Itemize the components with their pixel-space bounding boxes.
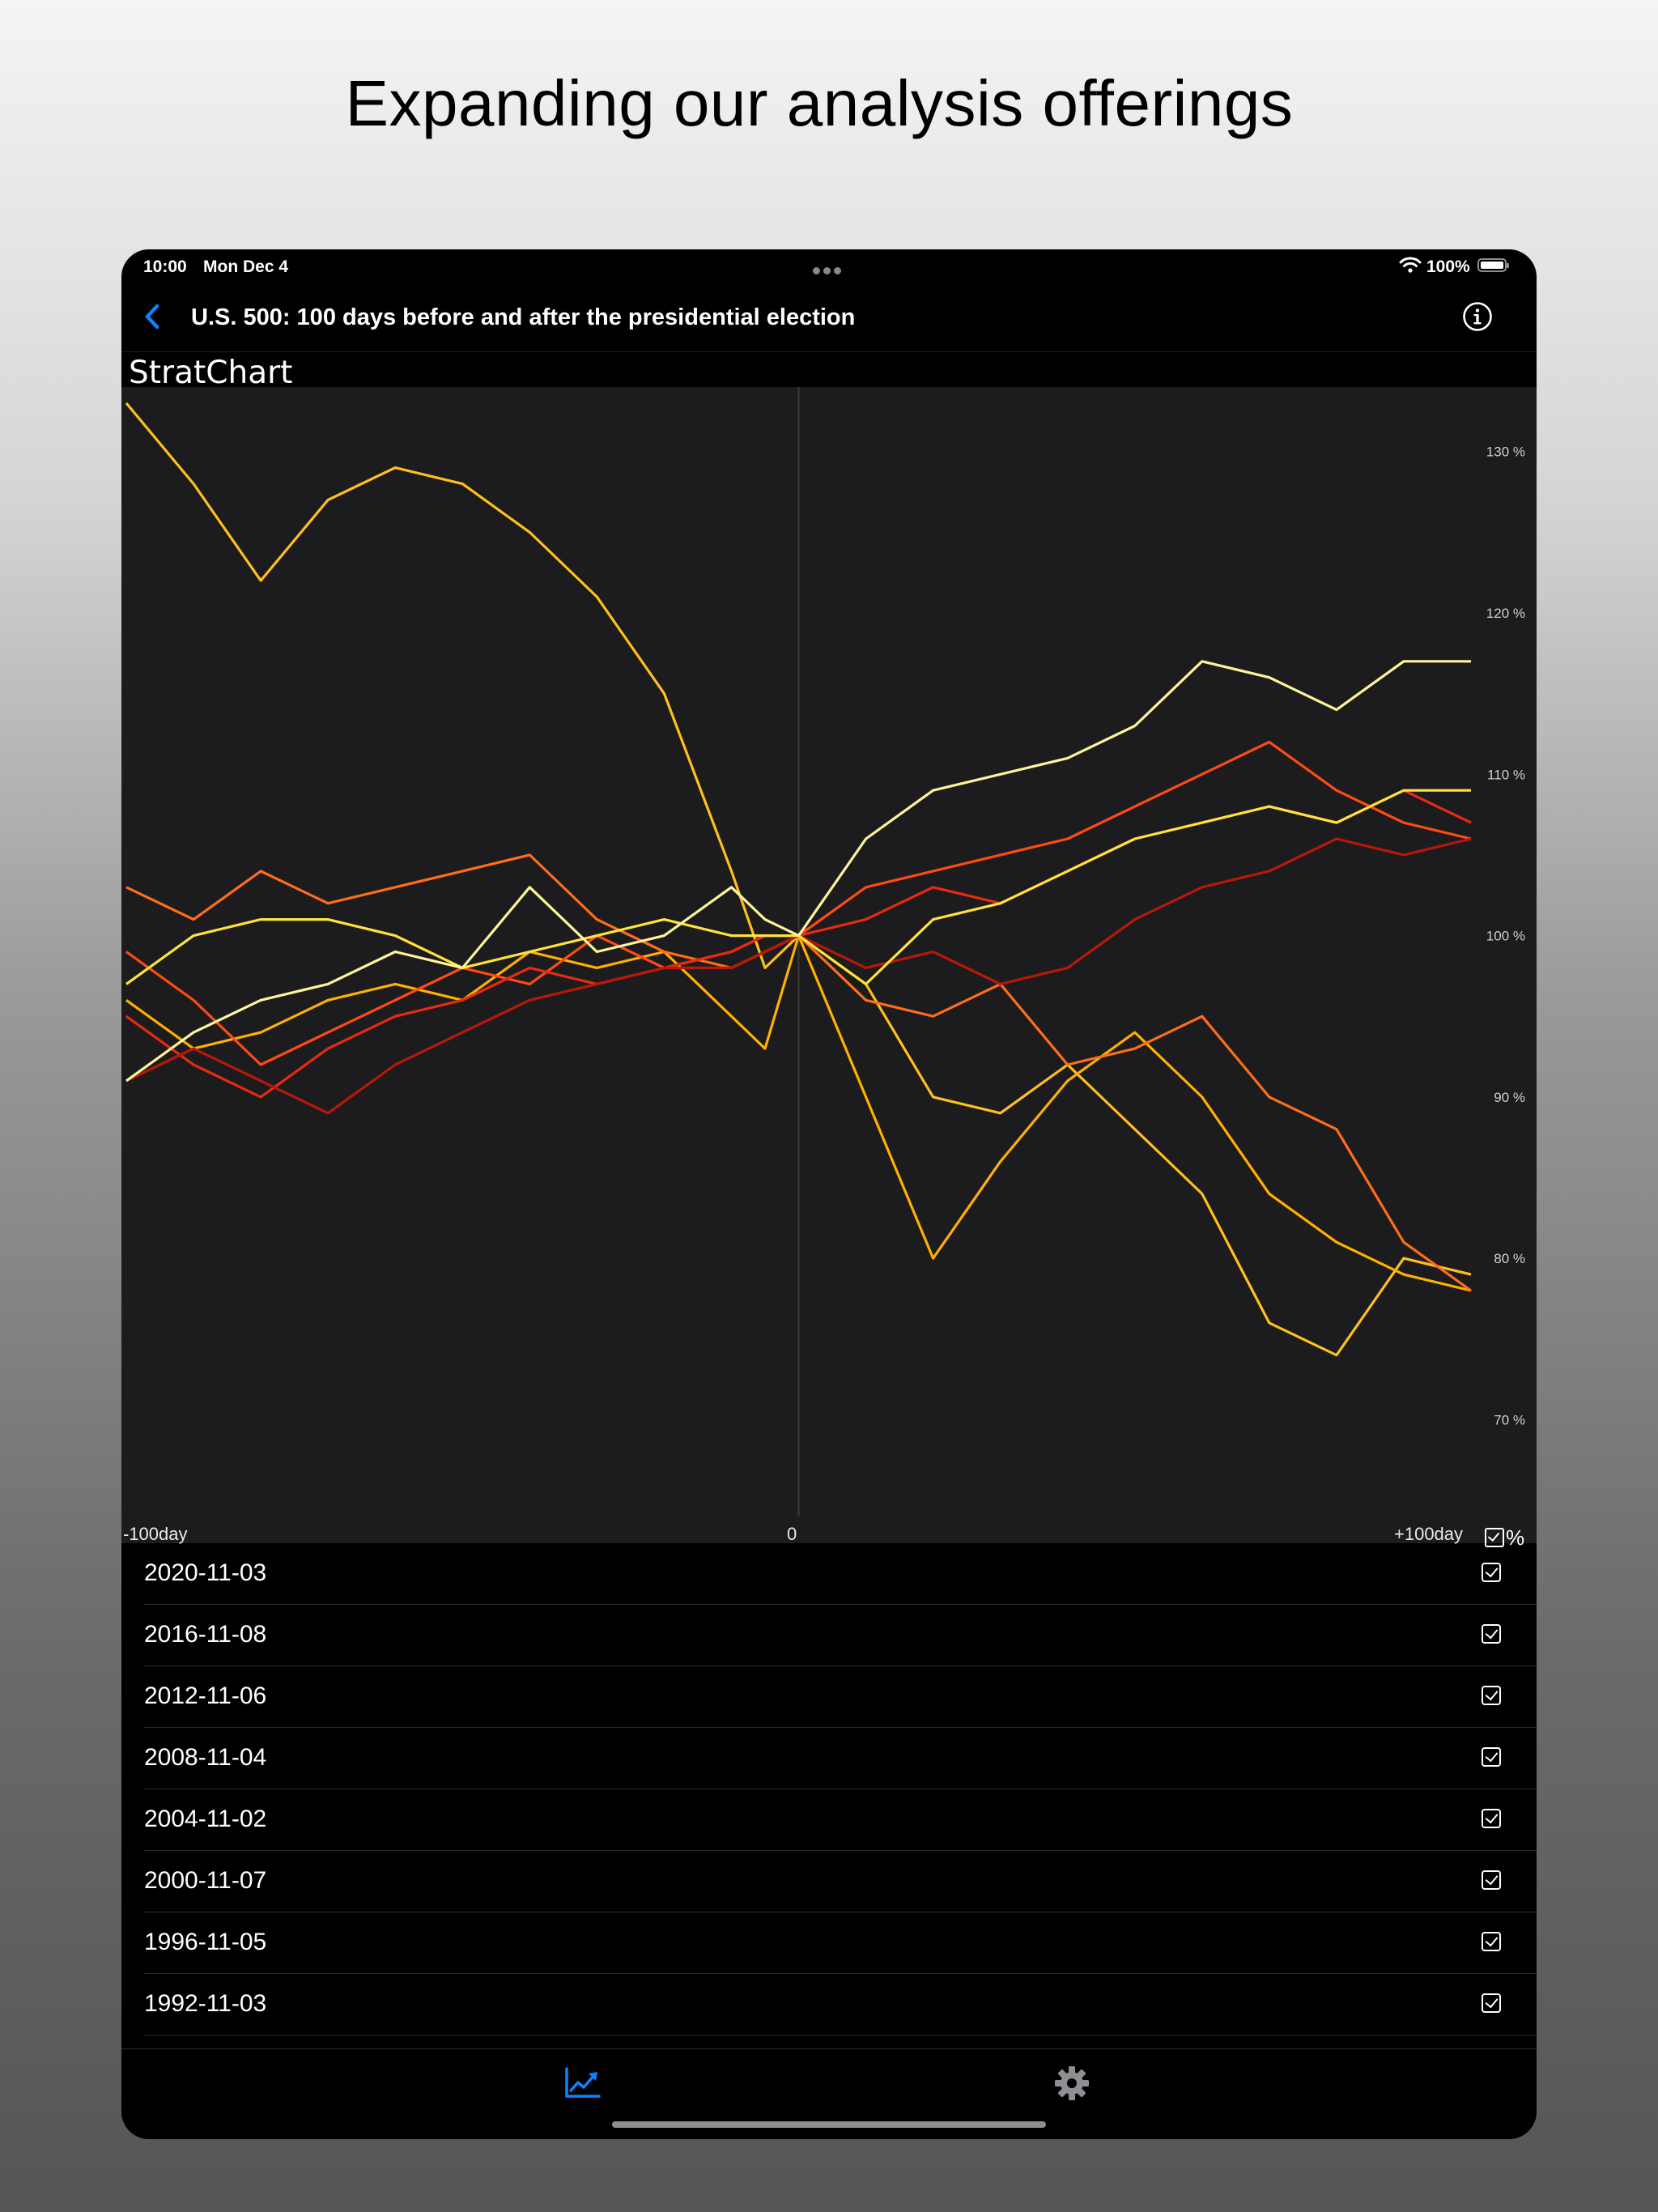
status-date: Mon Dec 4: [203, 257, 289, 276]
election-date: 2004-11-02: [144, 1806, 267, 1832]
list-item[interactable]: 1996-11-05: [144, 1912, 1537, 1974]
checkbox-icon[interactable]: [1482, 1624, 1501, 1644]
x-label-right: +100day: [1394, 1524, 1464, 1544]
list-item[interactable]: 2016-11-08: [144, 1605, 1537, 1666]
list-item[interactable]: 2008-11-04: [144, 1728, 1537, 1789]
list-item[interactable]: 1992-11-03: [144, 1974, 1537, 2035]
y-tick-label: 130 %: [1486, 445, 1525, 460]
gear-icon[interactable]: [1054, 2065, 1090, 2101]
checkbox-icon[interactable]: [1482, 1686, 1501, 1705]
checkbox-icon[interactable]: [1482, 1932, 1501, 1951]
election-date: 2008-11-04: [144, 1744, 267, 1771]
checkbox-icon[interactable]: [1482, 1993, 1501, 2013]
checkbox-icon[interactable]: [1482, 1809, 1501, 1828]
election-date: 2020-11-03: [144, 1559, 267, 1586]
info-icon[interactable]: [1461, 300, 1494, 333]
series-line-7: [125, 789, 1471, 986]
series-line-1: [125, 402, 1472, 1357]
election-date: 1996-11-05: [144, 1929, 267, 1955]
y-tick-label: 80 %: [1494, 1251, 1525, 1266]
percent-label: %: [1506, 1525, 1525, 1550]
list-item[interactable]: 2020-11-03: [144, 1543, 1537, 1605]
x-label-center: 0: [787, 1524, 797, 1544]
checkbox-icon[interactable]: [1482, 1747, 1501, 1767]
y-tick-label: 70 %: [1494, 1412, 1525, 1427]
wifi-icon: [1399, 257, 1422, 273]
election-date: 2012-11-06: [144, 1682, 267, 1709]
chart-area: 130 % 120 % 110 % 100 % 90 % 80 % 70 % -100day…: [121, 387, 1537, 1550]
multitask-dots-icon[interactable]: [813, 260, 845, 274]
y-tick-label: 120 %: [1486, 606, 1525, 621]
election-date: 2000-11-07: [144, 1867, 267, 1894]
home-indicator: [612, 2121, 1046, 2128]
checkbox-icon[interactable]: [1482, 1870, 1501, 1890]
chevron-left-icon[interactable]: [138, 298, 170, 335]
x-label-left: -100day: [123, 1524, 188, 1544]
list-item[interactable]: 2000-11-07: [144, 1851, 1537, 1912]
status-bar: 10:00 Mon Dec 4 100%: [121, 249, 1537, 282]
navigation-bar: U.S. 500: 100 days before and after the …: [121, 282, 1537, 352]
brand-logo: StratChart: [129, 355, 293, 391]
checkbox-icon[interactable]: [1482, 1563, 1501, 1582]
election-list: 2020-11-03 2016-11-08 2012-11-06 2008-11…: [121, 1543, 1537, 2035]
line-chart: 130 % 120 % 110 % 100 % 90 % 80 % 70 %: [125, 387, 1525, 1516]
device-frame: 10:00 Mon Dec 4 100% U.S. 500: 100 days …: [121, 249, 1537, 2139]
y-tick-label: 90 %: [1494, 1090, 1525, 1105]
election-date: 1992-11-03: [144, 1990, 267, 2017]
series-line-2: [125, 934, 1472, 1292]
page-title: U.S. 500: 100 days before and after the …: [191, 304, 856, 330]
checkbox-icon: [1485, 1528, 1504, 1547]
list-item[interactable]: 2012-11-06: [144, 1666, 1537, 1728]
election-date: 2016-11-08: [144, 1621, 267, 1648]
headline: Expanding our analysis offerings: [345, 67, 1294, 139]
series-line-8: [125, 660, 1471, 1083]
series-line-6: [125, 837, 1472, 1115]
list-item[interactable]: 2004-11-02: [144, 1789, 1537, 1851]
status-time: 10:00: [143, 257, 187, 276]
chart-line-icon[interactable]: [563, 2065, 602, 2099]
battery-percent: 100%: [1426, 257, 1470, 276]
y-tick-label: 110 %: [1487, 767, 1525, 782]
battery-icon: [1477, 258, 1509, 272]
y-tick-label: 100 %: [1486, 929, 1525, 944]
percent-toggle[interactable]: %: [1485, 1525, 1524, 1551]
